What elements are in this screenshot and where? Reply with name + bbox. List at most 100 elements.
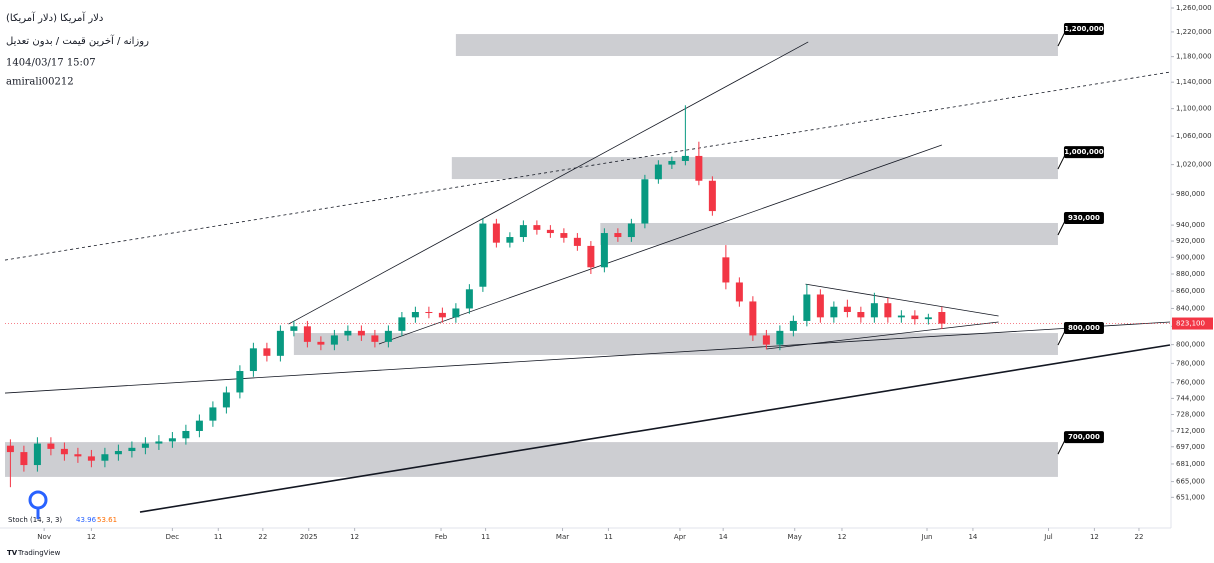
y-tick-label: 780,000 <box>1176 359 1205 367</box>
zone-label: 800,000 <box>1068 324 1100 332</box>
candle-body <box>411 312 419 318</box>
y-tick-label: 1,060,000 <box>1176 132 1212 140</box>
zone <box>451 157 1058 180</box>
zone-label-box <box>1063 431 1104 444</box>
plot-area <box>4 29 1171 513</box>
candle-body <box>195 420 203 431</box>
x-tick-label: 11 <box>214 533 223 541</box>
zone-label: 930,000 <box>1068 214 1100 222</box>
trendline <box>4 321 1171 394</box>
candle-body <box>857 312 865 318</box>
zone-label: 700,000 <box>1068 433 1100 441</box>
candle-body <box>303 326 311 342</box>
trendline <box>139 344 1171 513</box>
candle-body <box>87 456 95 461</box>
candle-body <box>560 233 568 238</box>
candle-body <box>384 330 392 342</box>
candle-body <box>789 320 797 331</box>
logo-text: TradingView <box>17 549 61 557</box>
indicator-value: 43.96 <box>76 516 97 524</box>
candle-body <box>816 294 824 318</box>
chart-subtitle: روزانه / آخرین قیمت / بدون تعدیل <box>6 34 149 47</box>
candle-body <box>762 335 770 345</box>
x-tick-label: 11 <box>604 533 613 541</box>
trendline <box>766 321 999 350</box>
x-tick-label: Feb <box>435 533 448 541</box>
candle-body <box>20 452 28 466</box>
y-tick-label: 880,000 <box>1176 270 1205 278</box>
candle-body <box>371 335 379 342</box>
y-tick-label: 900,000 <box>1176 253 1205 261</box>
x-tick-label: 12 <box>87 533 96 541</box>
y-tick-label: 1,140,000 <box>1176 78 1212 86</box>
y-tick-label: 1,260,000 <box>1176 4 1212 12</box>
x-tick-label: 11 <box>481 533 490 541</box>
candle-body <box>830 306 838 318</box>
author: amirali00212 <box>6 77 74 88</box>
y-tick-label: 697,000 <box>1176 443 1205 451</box>
candle-body <box>128 447 136 452</box>
candle-body <box>519 225 527 238</box>
logo-icon <box>28 490 48 519</box>
candle-body <box>47 443 55 449</box>
trendline <box>4 71 1171 261</box>
candle-body <box>749 301 757 336</box>
last-price-label: 823,100 <box>1176 320 1205 328</box>
candle-body <box>924 317 932 320</box>
candle-body <box>479 223 487 287</box>
candle-body <box>695 155 703 181</box>
candle-body <box>330 335 338 345</box>
candle-body <box>141 443 149 448</box>
candle-body <box>114 451 122 455</box>
trendline <box>378 144 942 345</box>
candle-body <box>735 282 743 302</box>
candle-body <box>60 448 68 455</box>
candle-body <box>911 315 919 320</box>
y-tick-label: 651,000 <box>1176 493 1205 501</box>
x-tick-label: 22 <box>258 533 267 541</box>
chart-title: دلار آمریکا (دلار آمریکا) <box>6 11 103 24</box>
candle-body <box>452 308 460 318</box>
zone-label-box <box>1063 211 1104 224</box>
x-tick-label: Nov <box>37 533 51 541</box>
y-tick-label: 728,000 <box>1176 411 1205 419</box>
candle-body <box>6 445 14 453</box>
candle-body <box>209 407 217 421</box>
y-tick-label: 940,000 <box>1176 221 1205 229</box>
x-tick-label: Dec <box>166 533 180 541</box>
candle-body <box>884 303 892 318</box>
candle-body <box>222 392 230 408</box>
candle-body <box>438 312 446 318</box>
candle-body <box>425 312 433 314</box>
candle-body <box>573 237 581 246</box>
candle-body <box>182 430 190 439</box>
y-tick-label: 860,000 <box>1176 287 1205 295</box>
zone-label-box <box>1063 322 1104 335</box>
candle-body <box>236 371 244 393</box>
indicator-value: 53.61 <box>97 516 117 524</box>
logo-mark: TV <box>7 549 18 557</box>
candle-body <box>654 164 662 180</box>
zone-label: 1,000,000 <box>1064 148 1104 156</box>
candle-body <box>357 330 365 336</box>
x-tick-label: 2025 <box>300 533 318 541</box>
x-tick-label: May <box>787 533 801 541</box>
candle-body <box>627 223 635 238</box>
candle-body <box>803 294 811 321</box>
zone-label-box <box>1063 146 1104 159</box>
y-tick-label: 665,000 <box>1176 478 1205 486</box>
candle-body <box>506 237 514 243</box>
y-tick-label: 760,000 <box>1176 379 1205 387</box>
zone <box>600 222 1058 246</box>
candle-body <box>263 348 271 356</box>
x-tick-label: 12 <box>838 533 847 541</box>
x-tick-label: Apr <box>674 533 686 541</box>
candle-body <box>614 233 622 238</box>
candle-body <box>465 289 473 309</box>
y-tick-label: 840,000 <box>1176 304 1205 312</box>
candle-body <box>492 223 500 243</box>
x-tick-label: 12 <box>350 533 359 541</box>
candle-body <box>600 233 608 268</box>
